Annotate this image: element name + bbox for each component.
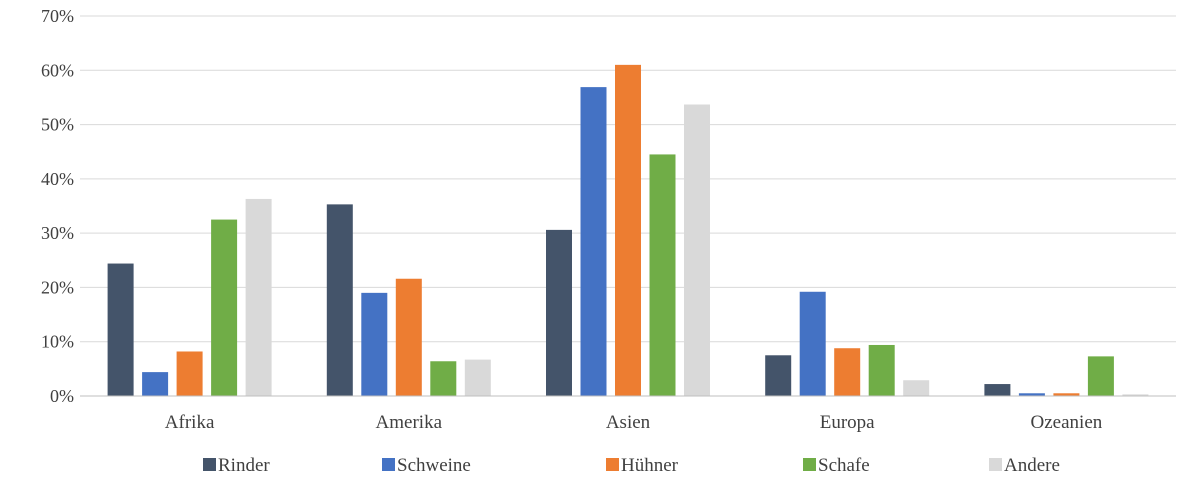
bar-rinder-asien	[546, 229, 572, 396]
x-tick-label: Amerika	[376, 412, 443, 433]
bar-hühner-asien	[615, 64, 641, 396]
bar-schweine-afrika	[142, 372, 169, 396]
bar-schafe-europa	[868, 344, 895, 396]
bar-schafe-afrika	[211, 219, 238, 396]
bar-schweine-asien	[580, 87, 607, 396]
y-tick-label: 30%	[41, 223, 74, 243]
bar-andere-asien	[684, 104, 710, 396]
x-tick-label: Ozeanien	[1031, 412, 1103, 433]
bar-hühner-ozeanien	[1053, 393, 1080, 396]
bar-andere-ozeanien	[1122, 394, 1149, 396]
y-tick-label: 0%	[50, 386, 74, 406]
x-axis-tick-labels: Afrika Amerika Asien Europa Ozeanien	[165, 412, 1103, 433]
legend-swatch-rinder	[203, 458, 216, 471]
bar-schafe-amerika	[430, 361, 457, 396]
legend-swatch-hühner	[606, 458, 619, 471]
y-tick-label: 70%	[41, 6, 74, 26]
bar-schafe-asien	[649, 154, 676, 396]
x-tick-label: Europa	[820, 412, 875, 433]
bar-hühner-europa	[834, 348, 861, 396]
bar-rinder-amerika	[326, 204, 353, 396]
bar-rinder-ozeanien	[984, 384, 1011, 396]
bar-hühner-afrika	[176, 351, 203, 396]
bars	[107, 64, 1149, 396]
bar-schweine-amerika	[361, 292, 388, 396]
x-tick-label: Asien	[606, 412, 651, 433]
bar-andere-afrika	[245, 198, 272, 396]
bar-rinder-europa	[765, 355, 792, 396]
legend-swatch-schweine	[382, 458, 395, 471]
bar-schafe-ozeanien	[1087, 356, 1114, 396]
y-tick-label: 20%	[41, 277, 74, 297]
legend-swatch-schafe	[803, 458, 816, 471]
bar-hühner-amerika	[395, 278, 422, 396]
y-axis-tick-labels: 0% 10% 20% 30% 40% 50% 60% 70%	[41, 6, 74, 406]
legend-swatch-andere	[989, 458, 1002, 471]
bar-andere-amerika	[464, 359, 491, 396]
legend-label-hühner: Hühner	[621, 455, 679, 476]
bar-schweine-europa	[799, 291, 826, 396]
y-tick-label: 10%	[41, 332, 74, 352]
y-tick-label: 60%	[41, 60, 74, 80]
legend-label-andere: Andere	[1004, 455, 1060, 476]
legend-label-schafe: Schafe	[818, 455, 870, 476]
bar-rinder-afrika	[107, 263, 134, 396]
bar-schweine-ozeanien	[1018, 393, 1045, 396]
legend-label-rinder: Rinder	[218, 455, 270, 476]
bar-andere-europa	[903, 380, 930, 396]
legend: Rinder Schweine Hühner Schafe Andere	[203, 455, 1060, 476]
x-tick-label: Afrika	[165, 412, 215, 433]
y-tick-label: 50%	[41, 115, 74, 135]
legend-label-schweine: Schweine	[397, 455, 471, 476]
y-tick-label: 40%	[41, 169, 74, 189]
